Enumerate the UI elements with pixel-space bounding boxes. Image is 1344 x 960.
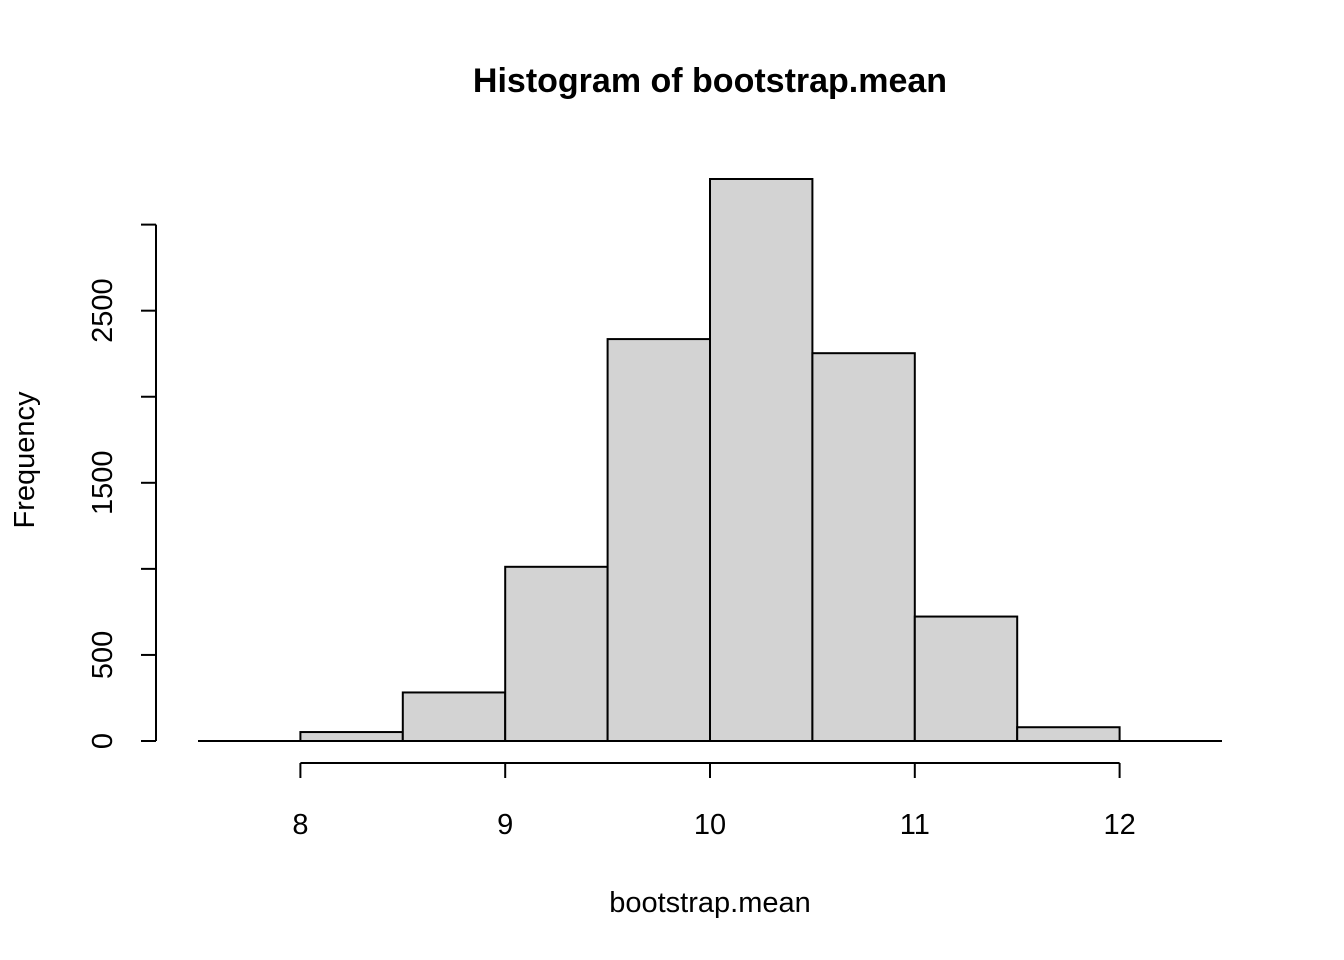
histogram-bar-7 (1016, 726, 1121, 743)
histogram-bar-6 (913, 615, 1019, 743)
bars-group (198, 178, 1222, 743)
x-axis: 8 9 10 11 12 (292, 762, 1136, 841)
histogram-bar-4 (709, 178, 814, 742)
x-tick-label-4: 12 (1103, 809, 1135, 841)
histogram-bar-5 (811, 352, 916, 742)
chart-title: Histogram of bootstrap.mean (473, 62, 947, 100)
histogram-bar-3 (606, 338, 711, 742)
histogram-bar-0 (299, 731, 404, 743)
y-axis-label: Frequency (9, 391, 41, 529)
y-tick-label-0: 0 (87, 733, 119, 749)
x-tick-label-2: 10 (694, 809, 726, 841)
x-tick-label-0: 8 (292, 809, 308, 841)
histogram-bar-1 (401, 691, 507, 742)
histogram-bar-2 (504, 565, 609, 743)
x-tick-label-3: 11 (900, 809, 930, 841)
y-tick-label-1: 500 (87, 631, 119, 679)
y-tick-label-5: 2500 (87, 278, 119, 343)
x-tick-label-1: 9 (497, 809, 513, 841)
y-axis: 0 500 1500 2500 (87, 223, 157, 749)
x-axis-label: bootstrap.mean (609, 887, 811, 919)
y-tick-label-3: 1500 (87, 451, 119, 516)
